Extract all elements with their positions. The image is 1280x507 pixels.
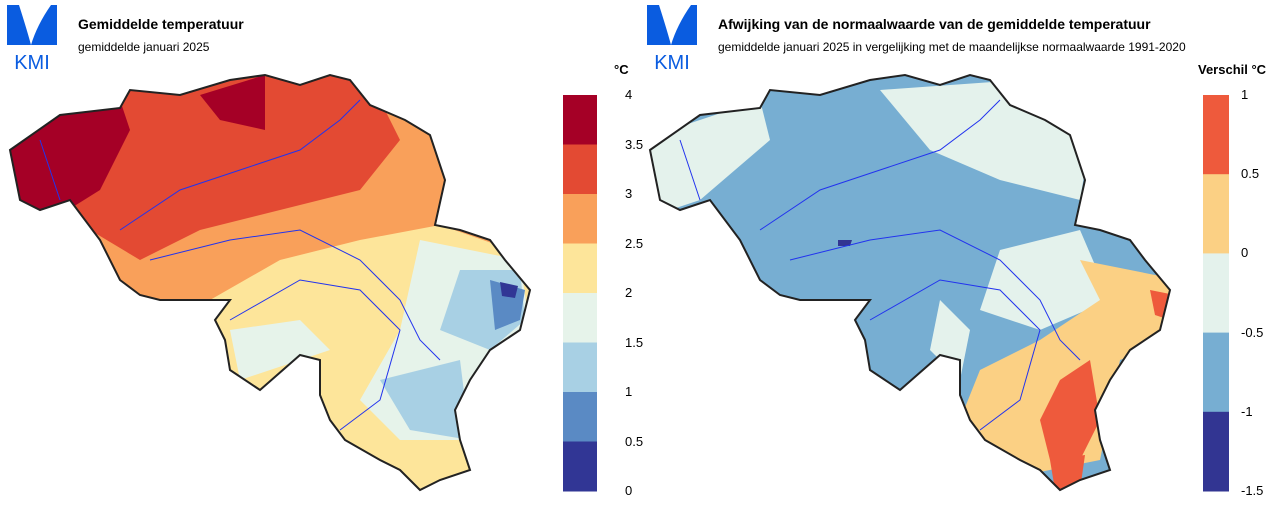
legend-tick: -0.5 — [1241, 324, 1264, 340]
legend-tick: 2.5 — [625, 235, 644, 251]
kmi-logo-right: KMI — [647, 5, 697, 76]
subtitle-left: gemiddelde januari 2025 — [78, 40, 210, 54]
legend-tick: 1 — [1241, 87, 1249, 102]
temperature-map — [10, 75, 530, 490]
legend-swatch — [1203, 174, 1229, 254]
legend-swatch — [563, 144, 597, 195]
svg-text:KMI: KMI — [14, 52, 50, 71]
legend-swatch — [1203, 95, 1229, 175]
legend-bar-left — [563, 95, 597, 492]
legend-unit-left: °C — [614, 62, 629, 77]
legend-swatch — [1203, 253, 1229, 334]
deviation-map — [650, 75, 1170, 490]
rivers-left — [39, 99, 441, 431]
legend-tick: 0 — [625, 483, 633, 498]
legend-tick: 1 — [625, 384, 633, 399]
legend-swatch — [563, 243, 597, 294]
legend-swatch — [1203, 332, 1229, 413]
legend-swatch — [563, 392, 597, 442]
rivers-right — [679, 99, 1081, 431]
subtitle-right: gemiddelde januari 2025 in vergelijking … — [718, 40, 1186, 54]
legend-swatch — [563, 441, 597, 492]
title-left: Gemiddelde temperatuur — [78, 16, 244, 32]
kmi-logo-left: KMI — [7, 5, 57, 76]
svg-text:KMI: KMI — [654, 52, 690, 71]
legend-tick: 3 — [625, 186, 633, 201]
legend-tick: 1.5 — [625, 334, 644, 350]
legend-swatch — [563, 194, 597, 244]
legend-swatch — [563, 342, 597, 393]
legend-swatch — [563, 293, 597, 343]
title-right: Afwijking van de normaalwaarde van de ge… — [718, 16, 1151, 32]
legend-tick: 3.5 — [625, 136, 644, 152]
legend-swatch — [1203, 411, 1229, 492]
legend-tick: 0 — [1241, 245, 1249, 261]
legend-tick: 2 — [625, 285, 633, 300]
legend-tick: 0.5 — [625, 433, 644, 449]
legend-swatch — [563, 95, 597, 145]
legend-tick: -1.5 — [1241, 483, 1264, 498]
legend-unit-right: Verschil °C — [1198, 62, 1267, 77]
legend-tick: 4 — [625, 87, 633, 102]
legend-bar-right — [1203, 95, 1229, 492]
legend-tick: -1 — [1241, 403, 1253, 419]
legend-tick: 0.5 — [1241, 166, 1260, 182]
